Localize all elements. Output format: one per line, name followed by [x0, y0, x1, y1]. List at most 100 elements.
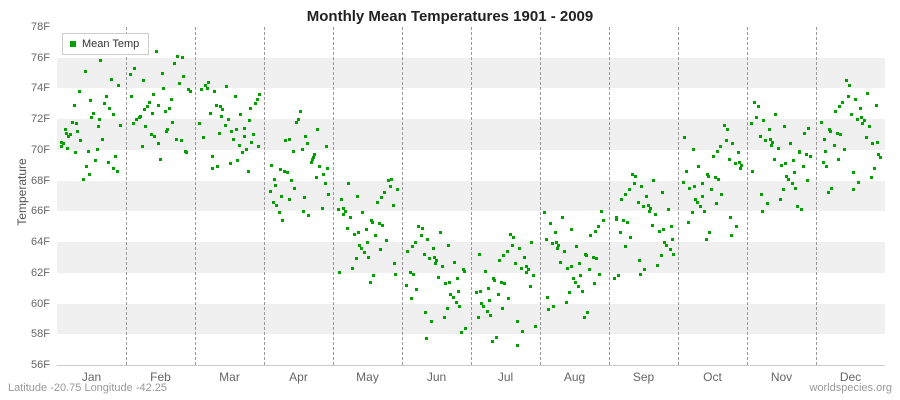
- data-point: [805, 153, 809, 157]
- data-point: [211, 166, 215, 170]
- data-point: [550, 242, 554, 246]
- data-point: [785, 174, 789, 178]
- data-point: [600, 209, 604, 213]
- data-point: [514, 262, 518, 266]
- legend-label: Mean Temp: [82, 38, 140, 50]
- data-point: [792, 159, 796, 163]
- data-point: [411, 272, 415, 276]
- data-point: [553, 231, 557, 235]
- data-point: [751, 169, 755, 173]
- data-point: [320, 206, 324, 210]
- data-point: [482, 305, 486, 309]
- data-point: [548, 222, 552, 226]
- data-point: [593, 229, 597, 233]
- data-point: [60, 140, 64, 144]
- data-point: [230, 129, 234, 133]
- data-point: [347, 182, 351, 186]
- data-point: [497, 259, 501, 263]
- data-point: [841, 100, 845, 104]
- data-point: [873, 166, 877, 170]
- data-point: [515, 320, 519, 324]
- data-point: [253, 102, 257, 106]
- data-point: [798, 151, 802, 155]
- data-point: [749, 122, 753, 126]
- data-point: [67, 134, 71, 138]
- data-point: [187, 88, 191, 92]
- data-point: [140, 145, 144, 149]
- data-point: [596, 225, 600, 229]
- data-point: [842, 148, 846, 152]
- data-point: [728, 157, 732, 161]
- data-point: [681, 180, 685, 184]
- data-point: [147, 100, 151, 104]
- data-point: [356, 231, 360, 235]
- data-point: [852, 188, 856, 192]
- data-point: [654, 212, 658, 216]
- data-point: [76, 129, 80, 133]
- data-point: [598, 272, 602, 276]
- data-point: [722, 123, 726, 127]
- data-point: [638, 272, 642, 276]
- data-point: [688, 186, 692, 190]
- data-point: [534, 325, 538, 329]
- data-point: [853, 97, 857, 101]
- data-point: [304, 134, 308, 138]
- data-point: [293, 186, 297, 190]
- data-point: [547, 308, 551, 312]
- data-point: [289, 179, 293, 183]
- data-point: [321, 172, 325, 176]
- data-point: [215, 165, 219, 169]
- data-point: [395, 188, 399, 192]
- data-point: [426, 237, 430, 241]
- data-point: [157, 142, 161, 146]
- data-point: [560, 216, 564, 219]
- y-tick-label: 60F: [31, 297, 50, 310]
- data-point: [832, 143, 836, 147]
- y-tick-label: 62F: [31, 266, 50, 279]
- data-point: [424, 337, 428, 341]
- data-point: [697, 165, 701, 169]
- data-point: [528, 285, 532, 289]
- data-point: [731, 142, 735, 146]
- y-tick-label: 64F: [31, 236, 50, 249]
- y-tick-label: 78F: [31, 21, 50, 33]
- data-point: [648, 206, 652, 210]
- data-point: [616, 274, 620, 278]
- data-point: [156, 103, 160, 107]
- data-point: [830, 186, 834, 190]
- data-point: [776, 146, 780, 150]
- data-point: [78, 90, 82, 94]
- data-point: [116, 83, 120, 87]
- legend[interactable]: Mean Temp: [62, 33, 150, 55]
- data-point: [135, 117, 139, 121]
- data-point: [760, 192, 764, 196]
- data-point: [170, 120, 174, 124]
- data-point: [316, 128, 320, 132]
- y-tick-label: 72F: [31, 113, 50, 126]
- data-point: [448, 280, 452, 284]
- data-point: [577, 285, 581, 289]
- data-point: [366, 255, 370, 259]
- month-boundary-line: [264, 27, 265, 365]
- data-point: [496, 292, 500, 296]
- source-link[interactable]: worldspecies.org: [809, 382, 892, 394]
- data-point: [102, 102, 106, 106]
- data-point: [700, 182, 704, 186]
- data-point: [505, 249, 509, 253]
- data-point: [717, 177, 721, 181]
- data-point: [788, 142, 792, 146]
- data-point: [234, 128, 238, 132]
- data-point: [132, 122, 136, 126]
- data-point: [755, 116, 759, 120]
- data-point: [710, 188, 714, 192]
- data-point: [325, 166, 329, 170]
- data-point: [219, 105, 223, 109]
- month-boundary-line: [126, 27, 127, 365]
- data-point: [146, 105, 150, 109]
- data-point: [521, 329, 525, 333]
- x-tick-label: Nov: [770, 370, 793, 384]
- data-point: [437, 275, 441, 279]
- data-point: [629, 235, 633, 239]
- data-point: [489, 314, 493, 318]
- data-point: [545, 237, 549, 241]
